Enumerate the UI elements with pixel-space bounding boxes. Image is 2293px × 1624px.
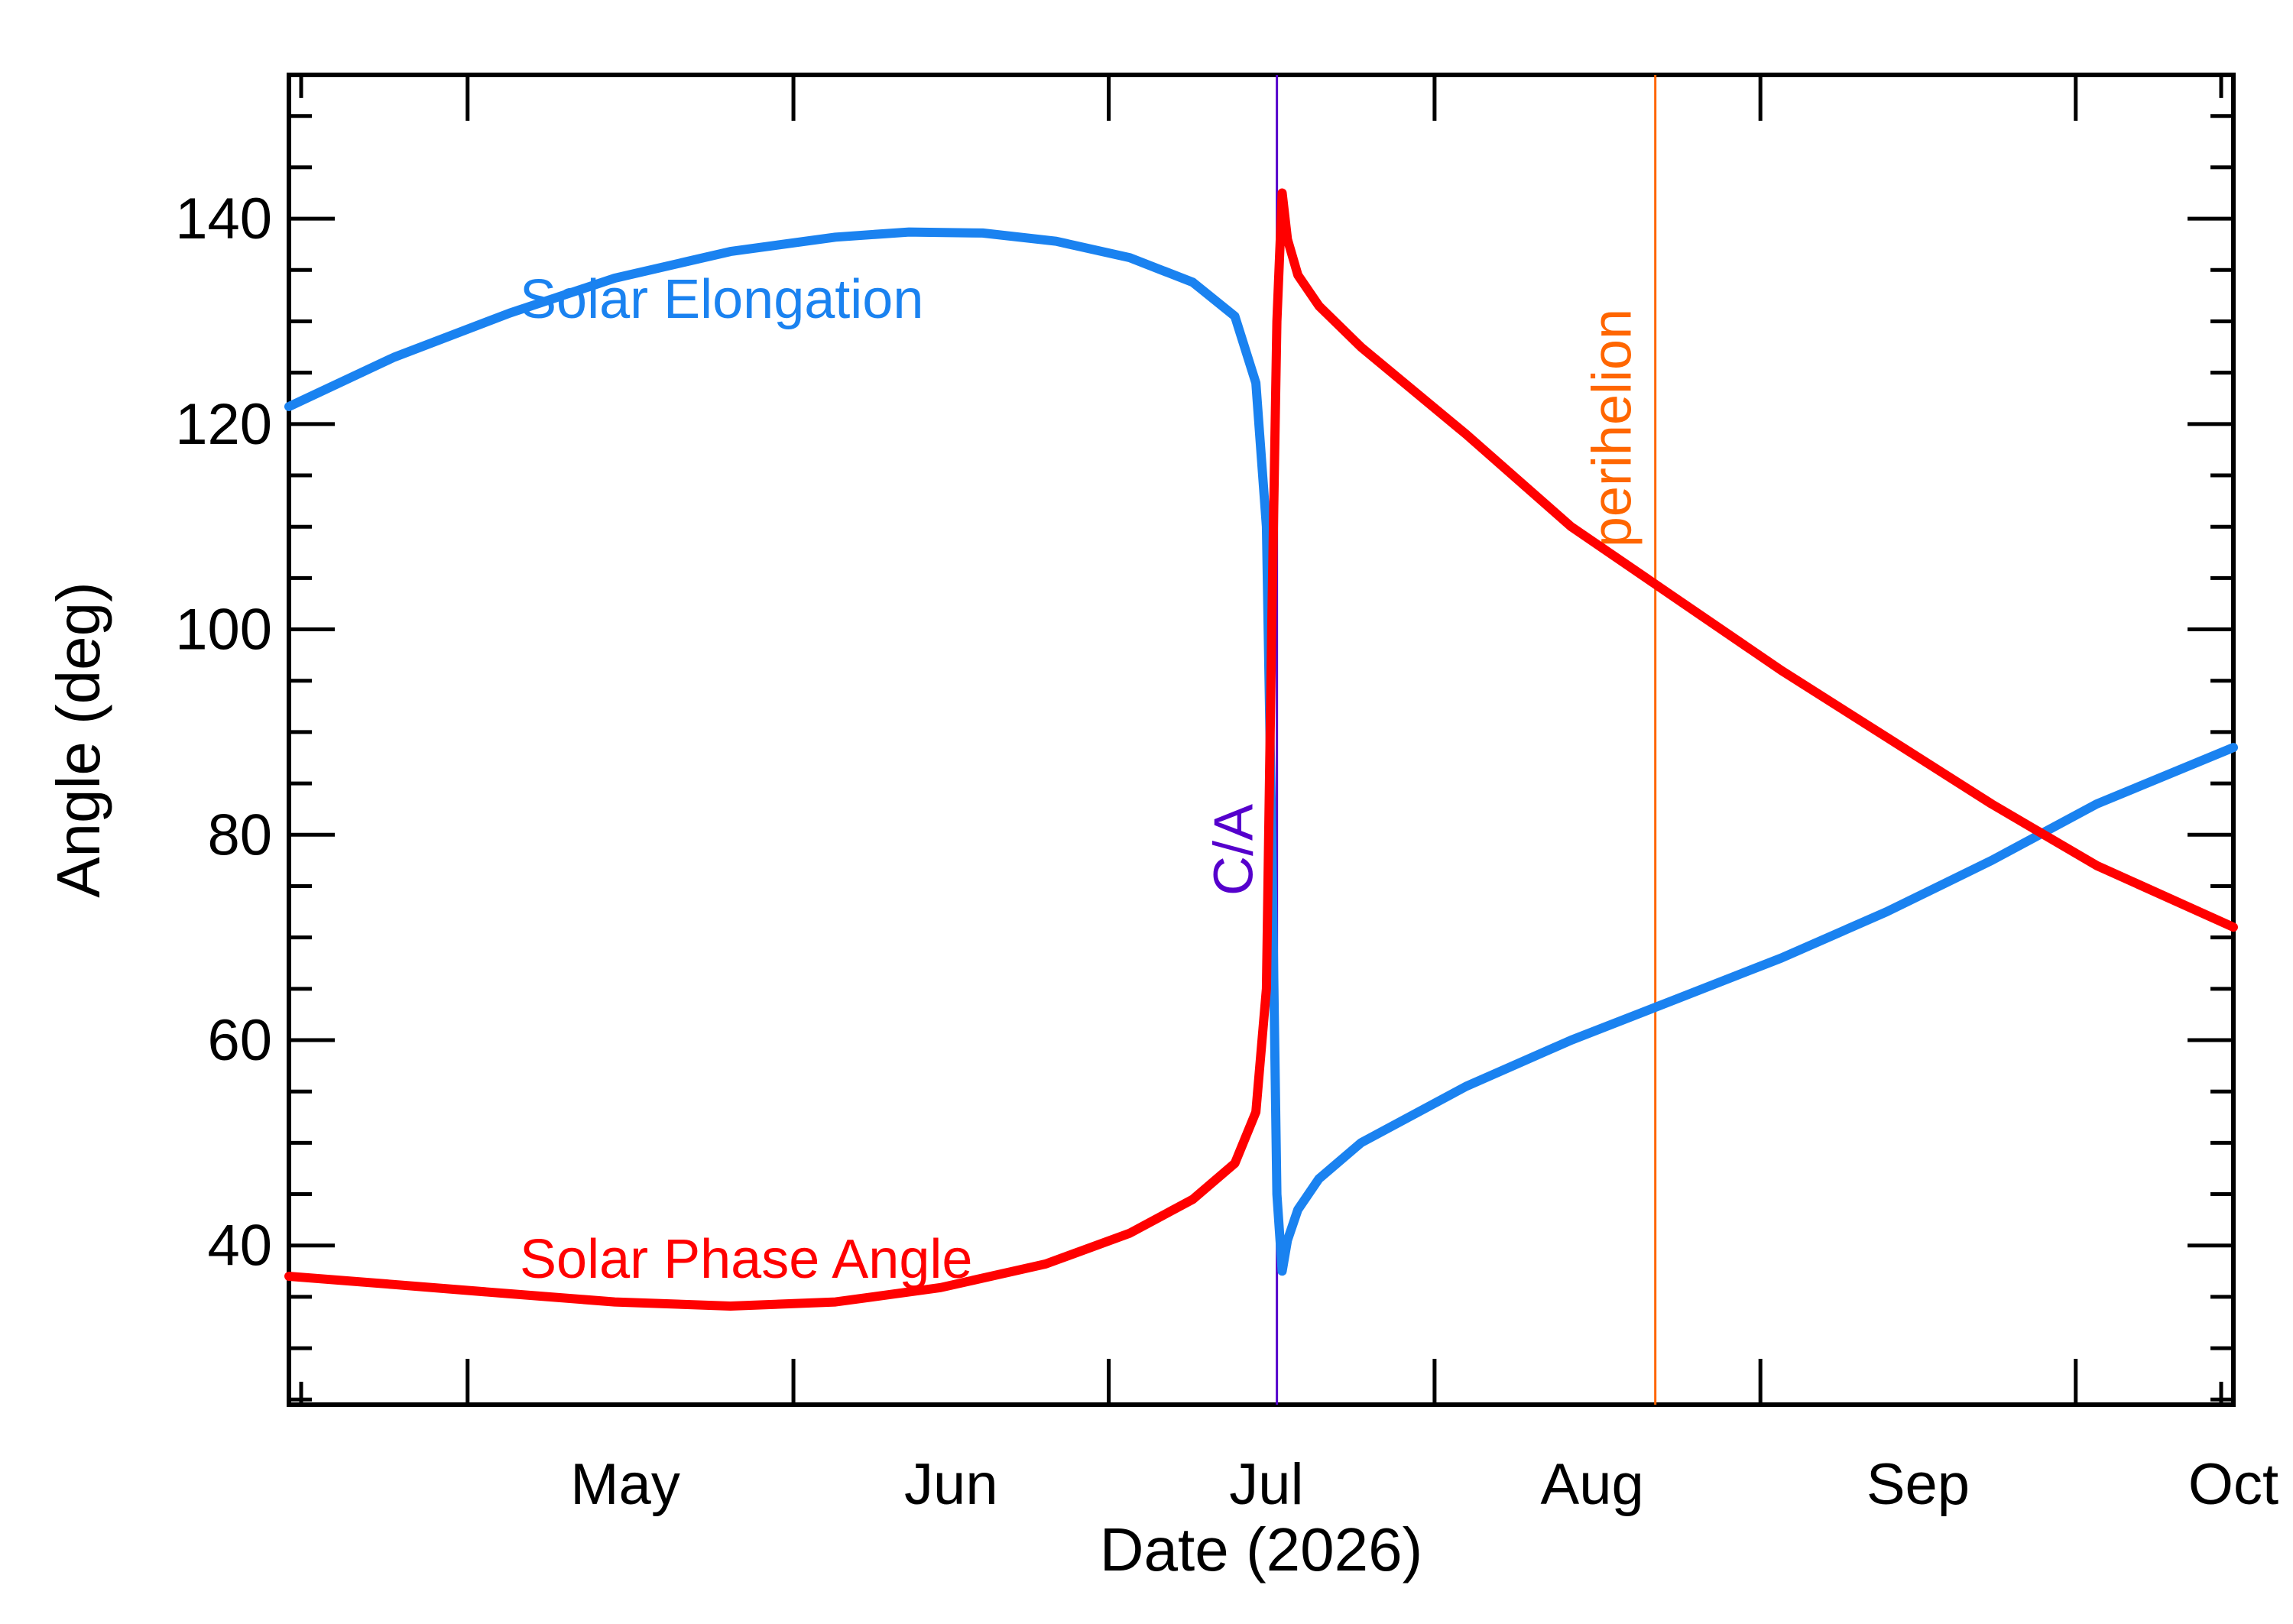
x-tick-label: Jul [1229,1452,1303,1517]
tick-labels: 40 60 80 100 120 140 May Jun Jul Aug Sep Oct [175,186,2278,1517]
series-line-solar-phase-angle [284,188,2238,1311]
axis-ticks [289,75,2233,1405]
y-tick-label: 40 [207,1214,272,1279]
series-label-solar-elongation: Solar Elongation [520,269,923,330]
y-tick-label: 120 [175,392,272,457]
series-label-solar-phase-angle: Solar Phase Angle [520,1229,972,1290]
x-tick-label: Jun [904,1452,998,1517]
y-tick-label: 80 [207,802,272,867]
y-tick-label: 100 [175,598,272,663]
x-axis-title: Date (2026) [1100,1515,1422,1583]
marker-label-ca: C/A [1204,804,1265,896]
y-tick-label: 140 [175,186,272,251]
x-tick-label: Oct [2188,1452,2278,1517]
x-tick-label: May [570,1452,680,1517]
y-axis-title: Angle (deg) [44,582,112,898]
x-tick-label: Sep [1867,1452,1970,1517]
series-lines [284,188,2238,1311]
marker-label-perihelion: perihelion [1582,309,1643,547]
plot-frame [287,73,2236,1407]
series-line-solar-elongation [284,227,2238,1276]
y-tick-label: 60 [207,1008,272,1073]
x-tick-label: Aug [1541,1452,1644,1517]
